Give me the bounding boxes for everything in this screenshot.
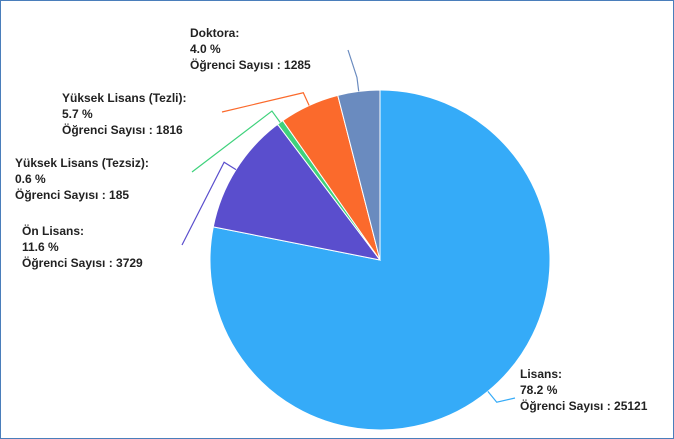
- slice-label: Ön Lisans:: [22, 223, 84, 238]
- leader-line: [221, 92, 310, 113]
- slice-percent: 4.0 %: [190, 42, 221, 56]
- slice-count: Öğrenci Sayısı : 185: [15, 187, 129, 202]
- pie-slice: [209, 89, 551, 431]
- slice-percent: 11.6 %: [22, 240, 59, 254]
- leader-line: [487, 391, 516, 403]
- slice-count: Öğrenci Sayısı : 1816: [62, 122, 183, 137]
- slice-label: Yüksek Lisans (Tezli):: [62, 91, 186, 105]
- slice-count: Öğrenci Sayısı : 25121: [520, 398, 648, 413]
- slice-percent: 0.6 %: [15, 172, 46, 186]
- pie-slice: [337, 89, 381, 261]
- slice-count: Öğrenci Sayısı : 1285: [190, 57, 311, 72]
- pie-slice: [212, 123, 382, 261]
- slice-percent: 5.7 %: [62, 107, 93, 121]
- leader-line: [181, 161, 237, 246]
- slice-label: Doktora:: [190, 26, 239, 40]
- leader-line: [191, 110, 281, 173]
- leader-line: [347, 49, 360, 92]
- slice-count: Öğrenci Sayısı : 3729: [22, 255, 143, 270]
- slice-label: Lisans:: [520, 367, 562, 381]
- slice-percent: 78.2 %: [520, 383, 558, 397]
- slice-label: Yüksek Lisans (Tezsiz):: [15, 156, 149, 170]
